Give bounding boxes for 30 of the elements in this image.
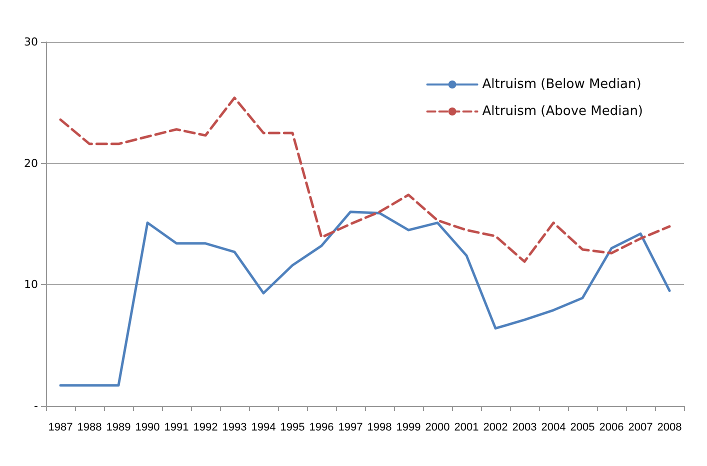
x-tick-label: 1988 — [77, 422, 102, 434]
x-tick-label: 1999 — [396, 422, 421, 434]
x-tick-label: 1990 — [135, 422, 160, 434]
x-tick-label: 1995 — [280, 422, 305, 434]
x-tick-label: 1992 — [193, 422, 218, 434]
x-tick-label: 1994 — [251, 422, 276, 434]
x-tick-label: 2005 — [570, 422, 595, 434]
x-tick-label: 2007 — [628, 422, 653, 434]
y-tick-label: 10 — [24, 278, 38, 292]
legend-label: Altruism (Below Median) — [482, 77, 642, 92]
x-tick-label: 1993 — [222, 422, 247, 434]
x-tick-label: 2008 — [657, 422, 682, 434]
x-tick-label: 1987 — [48, 422, 73, 434]
x-tick-label: 1991 — [164, 422, 189, 434]
x-tick-label: 1989 — [106, 422, 131, 434]
x-tick-label: 2006 — [599, 422, 624, 434]
x-tick-label: 1997 — [338, 422, 363, 434]
y-tick-label: 30 — [24, 36, 38, 48]
x-tick-label: 1996 — [309, 422, 334, 434]
x-tick-label: 2002 — [483, 422, 508, 434]
legend-label: Altruism (Above Median) — [482, 104, 643, 119]
x-tick-label: 2004 — [541, 422, 566, 434]
line-series — [59, 96, 671, 263]
y-tick-label: 20 — [24, 156, 38, 170]
y-tick-label: - — [34, 400, 38, 412]
x-tick-label: 1998 — [367, 422, 392, 434]
line-series — [59, 210, 671, 387]
x-tick-label: 2003 — [512, 422, 537, 434]
x-tick-label: 2000 — [425, 422, 450, 434]
x-tick-label: 2001 — [454, 422, 479, 434]
